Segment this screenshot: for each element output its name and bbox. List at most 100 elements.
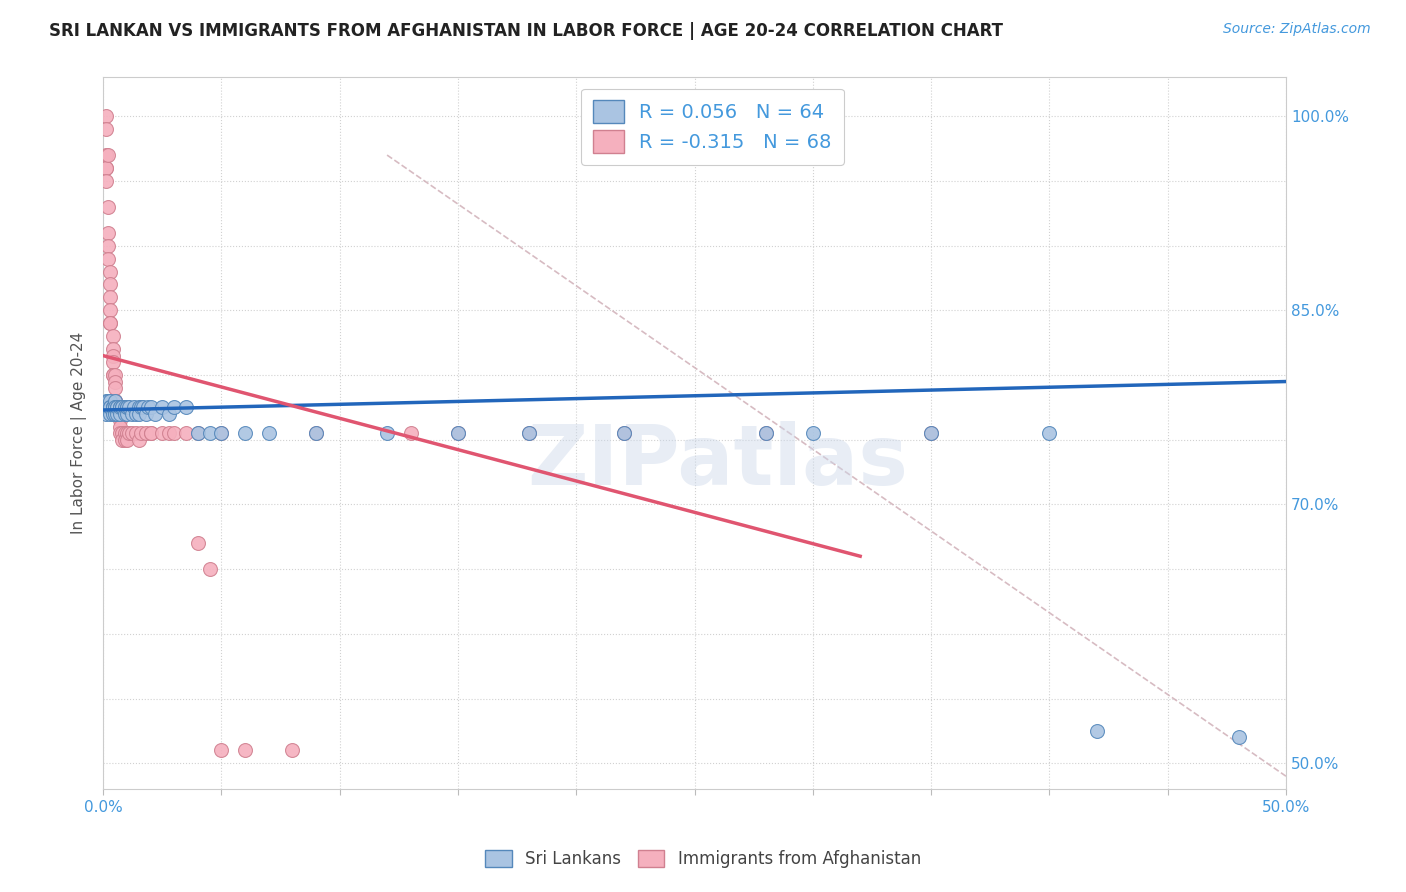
Point [115,426,138,441]
Point [98,303,121,318]
Point [129,401,152,415]
Point [211,426,233,441]
Point [108,407,131,421]
Point [128,401,150,415]
Point [121,407,143,421]
Point [517,426,540,441]
Point [94,407,117,421]
Point [132,401,155,415]
Point [174,426,197,441]
Point [108,401,131,415]
Point [114,407,136,421]
Point [94,174,117,188]
Point [1038,426,1060,441]
Point [104,407,127,421]
Point [163,401,186,415]
Point [97,238,120,252]
Point [94,109,117,123]
Point [233,426,256,441]
Point [115,433,138,447]
Point [125,407,148,421]
Point [101,349,124,363]
Text: SRI LANKAN VS IMMIGRANTS FROM AFGHANISTAN IN LABOR FORCE | AGE 20-24 CORRELATION: SRI LANKAN VS IMMIGRANTS FROM AFGHANISTA… [49,22,1004,40]
Point [128,433,150,447]
Point [139,426,162,441]
Point [94,393,117,408]
Point [101,368,124,382]
Point [375,426,398,441]
Point [187,426,209,441]
Point [94,122,117,136]
Point [129,426,152,441]
Point [98,393,121,408]
Point [104,368,127,382]
Point [447,426,470,441]
Point [114,401,136,415]
Point [98,407,121,421]
Point [159,426,181,441]
Y-axis label: In Labor Force | Age 20-24: In Labor Force | Age 20-24 [72,332,87,534]
Point [920,426,942,441]
Point [174,401,197,415]
Point [613,426,636,441]
Point [101,368,124,382]
Point [136,401,159,415]
Point [104,381,127,395]
Point [101,401,124,415]
Point [163,426,186,441]
Point [98,316,121,330]
Point [108,419,131,434]
Legend: R = 0.056   N = 64, R = -0.315   N = 68: R = 0.056 N = 64, R = -0.315 N = 68 [581,88,844,165]
Point [97,393,120,408]
Point [111,401,134,415]
Point [101,329,124,343]
Point [98,316,121,330]
Point [94,161,117,175]
Point [801,426,824,441]
Point [111,401,134,415]
Point [98,264,121,278]
Point [107,407,129,421]
Point [98,401,121,415]
Point [108,426,131,441]
Point [111,433,134,447]
Point [305,426,328,441]
Point [97,148,120,162]
Point [104,393,127,408]
Point [104,401,127,415]
Point [101,407,124,421]
Point [447,426,470,441]
Point [920,426,942,441]
Point [115,401,138,415]
Point [198,562,221,576]
Point [211,743,233,757]
Point [98,401,121,415]
Point [115,407,138,421]
Point [101,401,124,415]
Point [104,401,127,415]
Legend: Sri Lankans, Immigrants from Afghanistan: Sri Lankans, Immigrants from Afghanistan [478,843,928,875]
Point [198,426,221,441]
Point [94,161,117,175]
Point [104,375,127,389]
Point [118,401,141,415]
Point [107,407,129,421]
Point [139,426,162,441]
Point [281,743,304,757]
Point [104,393,127,408]
Point [98,277,121,292]
Point [135,426,157,441]
Point [305,426,328,441]
Point [613,426,636,441]
Point [107,407,129,421]
Point [97,252,120,266]
Point [101,342,124,356]
Point [517,426,540,441]
Point [94,148,117,162]
Point [104,393,127,408]
Point [114,426,136,441]
Point [150,426,173,441]
Point [122,401,145,415]
Point [114,433,136,447]
Point [97,200,120,214]
